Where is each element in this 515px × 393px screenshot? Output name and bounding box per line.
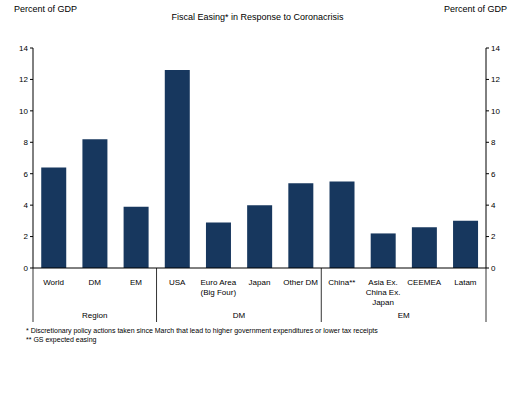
svg-text:DM: DM bbox=[89, 278, 102, 287]
svg-text:EM: EM bbox=[398, 311, 410, 320]
svg-text:Percent of GDP: Percent of GDP bbox=[444, 4, 507, 14]
svg-text:4: 4 bbox=[491, 201, 496, 210]
svg-text:Fiscal Easing* in Response to: Fiscal Easing* in Response to Coronacris… bbox=[171, 12, 344, 22]
svg-text:6: 6 bbox=[24, 170, 29, 179]
svg-text:USA: USA bbox=[169, 278, 186, 287]
svg-text:CEEMEA: CEEMEA bbox=[407, 278, 441, 287]
svg-text:8: 8 bbox=[24, 138, 29, 147]
svg-text:DM: DM bbox=[233, 311, 246, 320]
svg-text:12: 12 bbox=[19, 75, 28, 84]
svg-text:EM: EM bbox=[130, 278, 142, 287]
svg-text:4: 4 bbox=[24, 201, 29, 210]
svg-text:6: 6 bbox=[491, 170, 496, 179]
svg-text:Latam: Latam bbox=[454, 278, 477, 287]
svg-text:12: 12 bbox=[491, 75, 500, 84]
svg-text:Other DM: Other DM bbox=[283, 278, 318, 287]
svg-text:2: 2 bbox=[491, 232, 496, 241]
svg-text:World: World bbox=[43, 278, 64, 287]
svg-text:China**: China** bbox=[328, 278, 355, 287]
svg-text:10: 10 bbox=[19, 107, 28, 116]
svg-text:Percent of GDP: Percent of GDP bbox=[14, 4, 77, 14]
svg-text:10: 10 bbox=[491, 107, 500, 116]
svg-text:0: 0 bbox=[24, 264, 29, 273]
svg-text:Japan: Japan bbox=[249, 278, 271, 287]
svg-text:Euro Area(Big Four): Euro Area(Big Four) bbox=[201, 278, 237, 297]
svg-text:8: 8 bbox=[491, 138, 496, 147]
svg-text:* Discretionary policy actions: * Discretionary policy actions taken sin… bbox=[26, 327, 378, 335]
svg-text:14: 14 bbox=[19, 44, 28, 53]
svg-text:** GS expected easing: ** GS expected easing bbox=[26, 336, 97, 344]
svg-text:Region: Region bbox=[82, 311, 107, 320]
svg-text:0: 0 bbox=[491, 264, 496, 273]
svg-text:Asia Ex.China Ex.Japan: Asia Ex.China Ex.Japan bbox=[366, 278, 401, 307]
svg-text:2: 2 bbox=[24, 232, 29, 241]
svg-text:14: 14 bbox=[491, 44, 500, 53]
